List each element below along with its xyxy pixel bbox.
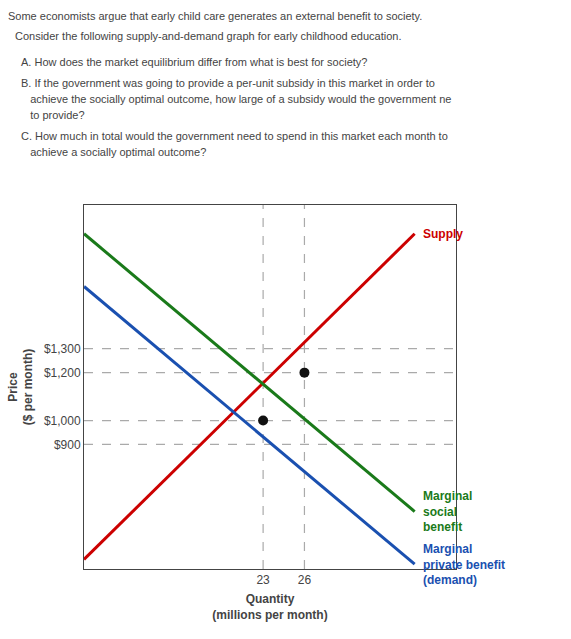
svg-text:Marginalsocialbenefit: Marginalsocialbenefit <box>423 489 472 534</box>
svg-text:$1,300: $1,300 <box>44 342 81 356</box>
svg-text:achieve a socially optimal out: achieve a socially optimal outcome? <box>21 146 206 158</box>
svg-text:Some economists argue that ear: Some economists argue that early child c… <box>8 10 422 22</box>
svg-text:achieve the socially optimal o: achieve the socially optimal outcome, ho… <box>21 93 451 105</box>
svg-text:23: 23 <box>256 573 270 587</box>
svg-text:Marginalprivate benefit(demand: Marginalprivate benefit(demand) <box>423 542 505 587</box>
svg-text:$900: $900 <box>54 438 81 452</box>
svg-text:to provide?: to provide? <box>21 109 85 121</box>
svg-text:A. How does the market equilib: A. How does the market equilibrium diffe… <box>21 56 367 68</box>
svg-text:$1,000: $1,000 <box>44 414 81 428</box>
svg-text:$1,200: $1,200 <box>44 366 81 380</box>
svg-text:C. How much in total would the: C. How much in total would the governmen… <box>21 130 448 142</box>
svg-text:26: 26 <box>298 573 312 587</box>
svg-text:Consider the following supply-: Consider the following supply-and-demand… <box>15 30 401 42</box>
svg-text:Supply: Supply <box>423 227 463 241</box>
svg-text:B. If the government was going: B. If the government was going to provid… <box>21 77 435 89</box>
svg-text:Price($ per month): Price($ per month) <box>6 349 36 426</box>
svg-text:Quantity(millions per month): Quantity(millions per month) <box>212 592 327 622</box>
